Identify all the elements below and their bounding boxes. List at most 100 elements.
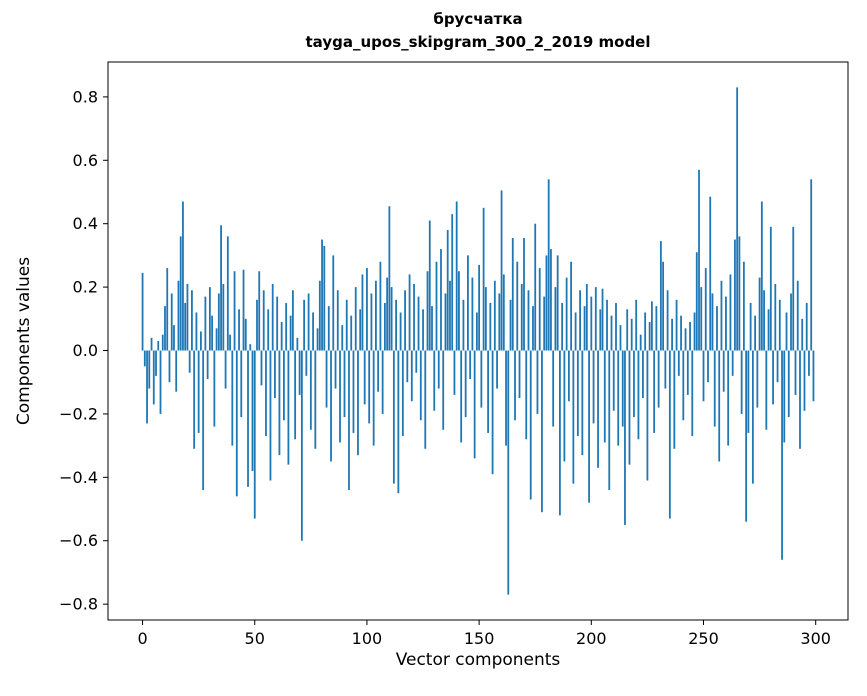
bar bbox=[146, 350, 148, 424]
bar bbox=[520, 283, 523, 351]
x-tick-label: 150 bbox=[464, 629, 495, 648]
bar bbox=[424, 350, 427, 449]
bar bbox=[265, 350, 267, 437]
bar bbox=[260, 350, 263, 386]
bar bbox=[509, 299, 512, 351]
y-tick-label: 0.4 bbox=[73, 214, 98, 233]
bar bbox=[244, 318, 247, 351]
bar bbox=[177, 280, 180, 351]
bar bbox=[559, 350, 561, 516]
bar bbox=[152, 350, 155, 405]
bar bbox=[709, 196, 712, 351]
bar bbox=[644, 312, 647, 351]
bar bbox=[601, 288, 604, 351]
bar bbox=[711, 293, 714, 351]
bar bbox=[541, 350, 543, 513]
bar bbox=[249, 344, 252, 351]
bar bbox=[298, 350, 301, 395]
y-tick-label: 0.2 bbox=[73, 278, 98, 297]
bar bbox=[161, 334, 164, 351]
bar bbox=[150, 337, 153, 351]
bar bbox=[637, 350, 640, 440]
bar bbox=[343, 350, 346, 418]
bar bbox=[523, 237, 525, 351]
bar bbox=[395, 299, 397, 351]
bar bbox=[431, 306, 433, 351]
bar bbox=[206, 350, 209, 380]
bar bbox=[231, 350, 234, 446]
bar bbox=[370, 293, 373, 351]
bar bbox=[635, 299, 638, 351]
bar bbox=[449, 280, 451, 351]
bar bbox=[166, 268, 169, 351]
bar bbox=[141, 272, 144, 351]
bar bbox=[734, 239, 736, 351]
y-tick-label: −0.2 bbox=[59, 404, 98, 423]
bar bbox=[666, 290, 669, 351]
bar bbox=[796, 280, 799, 351]
bar bbox=[630, 318, 633, 351]
bar bbox=[435, 261, 438, 351]
bar bbox=[312, 312, 314, 351]
bar bbox=[498, 293, 501, 351]
bar bbox=[460, 350, 463, 443]
bar bbox=[482, 207, 485, 351]
bar bbox=[350, 315, 353, 351]
bar bbox=[529, 350, 532, 500]
bar bbox=[570, 261, 573, 351]
bar bbox=[278, 350, 281, 456]
bar bbox=[689, 321, 691, 351]
bar bbox=[383, 302, 386, 351]
bar bbox=[410, 350, 413, 402]
bar bbox=[686, 350, 689, 395]
bar bbox=[655, 306, 658, 351]
bar bbox=[191, 290, 193, 351]
bar bbox=[415, 350, 418, 373]
bar bbox=[682, 350, 685, 421]
bar bbox=[785, 312, 788, 351]
bar bbox=[289, 315, 292, 351]
bar bbox=[561, 302, 564, 351]
bar bbox=[148, 350, 151, 389]
bar bbox=[657, 350, 660, 408]
bar bbox=[471, 277, 474, 351]
bar bbox=[215, 328, 218, 351]
bar bbox=[597, 350, 599, 468]
bar bbox=[487, 350, 489, 433]
bar bbox=[507, 350, 510, 595]
bar bbox=[469, 350, 472, 380]
plot-border bbox=[107, 61, 849, 621]
bar bbox=[258, 271, 261, 351]
bar bbox=[251, 350, 254, 471]
bar bbox=[556, 255, 559, 351]
bar bbox=[707, 350, 709, 383]
bar bbox=[224, 350, 227, 389]
bar bbox=[493, 280, 496, 351]
bar bbox=[314, 350, 317, 449]
bar bbox=[563, 350, 566, 462]
x-tick-label: 0 bbox=[137, 629, 147, 648]
bar bbox=[475, 312, 478, 351]
bar bbox=[648, 321, 651, 351]
bar bbox=[642, 350, 644, 399]
bar bbox=[300, 350, 303, 541]
bar bbox=[354, 287, 357, 351]
bar bbox=[594, 287, 597, 351]
bar bbox=[392, 350, 395, 484]
bar bbox=[464, 350, 467, 418]
bar bbox=[287, 350, 290, 465]
bar bbox=[437, 350, 440, 389]
bar bbox=[170, 293, 173, 351]
bar bbox=[675, 299, 678, 351]
bar bbox=[233, 271, 236, 351]
bar bbox=[332, 255, 335, 351]
bar bbox=[428, 220, 431, 351]
bar bbox=[659, 241, 662, 351]
bar bbox=[458, 271, 460, 351]
bar bbox=[478, 264, 481, 351]
bar bbox=[808, 350, 810, 376]
bar bbox=[280, 321, 283, 351]
bar bbox=[628, 350, 631, 465]
bar bbox=[716, 306, 718, 351]
bar bbox=[751, 350, 754, 484]
